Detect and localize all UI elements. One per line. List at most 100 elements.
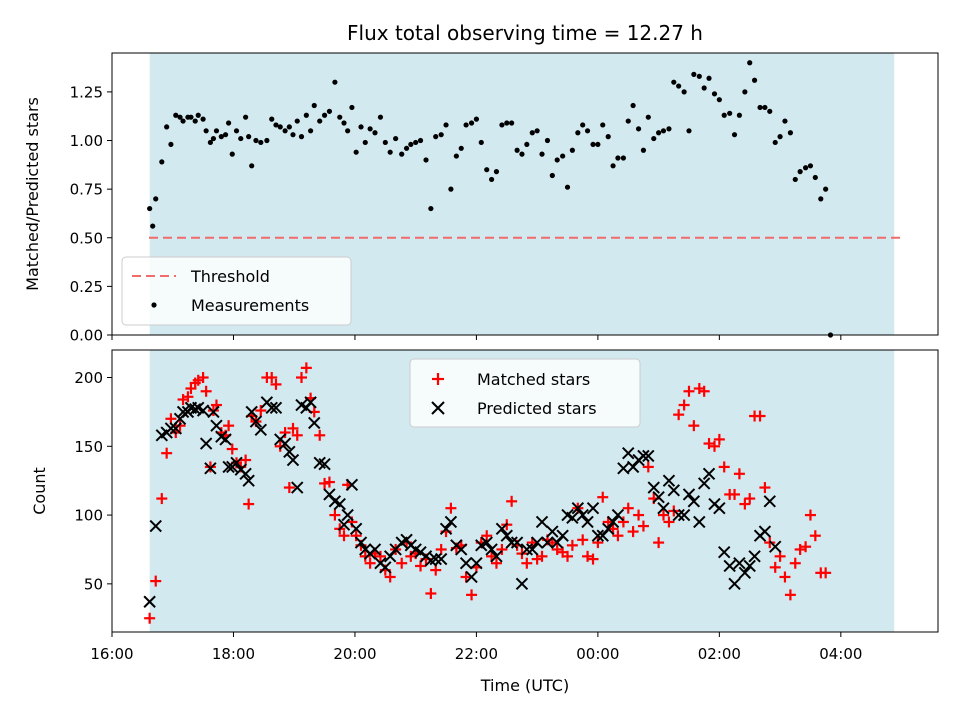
measurement-point [428, 205, 434, 212]
measurement-point [210, 135, 217, 142]
measurement-point [580, 122, 586, 128]
measurement-point [772, 139, 778, 146]
predicted-star-point [611, 508, 625, 522]
matched-star-point [779, 571, 791, 583]
matched-star-point [319, 477, 331, 489]
measurement-point [584, 128, 591, 134]
ratio-y-tick-label: 0.00 [70, 327, 103, 345]
predicted-star-point [254, 423, 268, 436]
predicted-star-point [269, 401, 283, 414]
predicted-star-point [697, 477, 711, 490]
measurement-point [233, 128, 240, 134]
measurement-point [382, 139, 388, 146]
measurement-point [399, 151, 405, 157]
matched-star-point [283, 482, 295, 494]
predicted-star-point [283, 445, 296, 459]
measurement-point [203, 128, 209, 134]
measurement-point [640, 147, 647, 153]
predicted-star-point [723, 559, 736, 573]
measurement-point [222, 132, 229, 138]
measurement-point [286, 124, 292, 130]
measurement-point [600, 122, 606, 128]
matched-star-point [223, 420, 235, 432]
measurement-point [311, 102, 317, 109]
measurement-point [590, 141, 596, 148]
ratio-y-axis-label: Matched/Predicted stars [23, 97, 42, 291]
measurement-point [575, 130, 581, 136]
predicted-star-point [480, 536, 493, 549]
measurement-point [615, 155, 621, 161]
measurement-point [529, 130, 535, 136]
measurement-point [362, 139, 368, 146]
predicted-star-point [500, 529, 513, 542]
matched-star-point [270, 378, 282, 390]
predicted-star-point [576, 508, 589, 522]
ratio-legend: Threshold Measurements [121, 256, 352, 326]
predicted-star-point [439, 522, 453, 536]
matched-star-point [804, 509, 816, 521]
matched-star-point [359, 550, 371, 562]
measurement-point [493, 169, 500, 175]
time-x-tick-label: 20:00 [333, 645, 376, 663]
matched-star-point [592, 537, 604, 549]
matched-star-point [673, 409, 685, 421]
measurement-point [282, 128, 288, 134]
measurement-point [200, 116, 206, 122]
predicted-star-point [642, 449, 655, 463]
measurement-point [218, 134, 224, 140]
matched-star-point [739, 498, 751, 510]
measurement-point [294, 118, 300, 124]
matched-stars-points [144, 362, 832, 624]
matched-star-point [637, 520, 649, 532]
measurement-point [153, 196, 159, 202]
measurement-point [736, 112, 742, 118]
measurement-point [696, 73, 702, 79]
predicted-star-point [526, 543, 539, 556]
ratio-y-tick-label: 1.25 [70, 83, 103, 101]
count-y-tick-label: 100 [74, 507, 103, 525]
measurement-point [651, 135, 657, 142]
matched-star-point [754, 410, 766, 422]
measurement-point [534, 128, 540, 134]
measurement-point [792, 176, 798, 183]
predicted-star-point [586, 501, 600, 515]
matched-star-point [536, 550, 548, 562]
time-x-tick-label: 18:00 [212, 645, 255, 663]
matched-star-point [266, 372, 278, 384]
measurement-point [207, 139, 213, 146]
predicted-star-point [341, 508, 354, 522]
matched-star-point [415, 560, 427, 572]
predicted-star-point [515, 577, 529, 591]
measurement-point [468, 120, 475, 126]
matched-star-point [597, 491, 609, 503]
count-y-tick-label: 200 [74, 369, 103, 387]
ratio-legend-box [121, 256, 352, 326]
measurement-point [238, 135, 244, 142]
matched-star-point [683, 385, 695, 397]
predicted-star-point [738, 566, 752, 580]
matched-star-point [612, 530, 624, 542]
predicted-star-point [176, 405, 190, 419]
measurement-point [560, 153, 566, 159]
measurement-point [595, 141, 601, 148]
predicted-star-point [242, 474, 255, 487]
matched-star-point [255, 405, 267, 417]
matched-star-point [185, 383, 197, 395]
measurement-point [438, 132, 444, 138]
predicted-star-point [318, 457, 331, 471]
matched-star-point [617, 516, 629, 528]
matched-star-point [718, 461, 730, 473]
predicted-star-point [657, 501, 670, 515]
measurement-point [358, 124, 364, 130]
measurement-point [433, 134, 439, 140]
predicted-star-point [379, 561, 392, 574]
measurement-point [630, 102, 636, 109]
measurement-point [645, 114, 651, 120]
predicted-star-point [196, 404, 210, 417]
measurement-point [711, 91, 718, 97]
measurement-point [243, 114, 249, 120]
predicted-star-point [763, 495, 776, 508]
measurement-point [539, 151, 545, 157]
matched-star-point [633, 509, 645, 521]
